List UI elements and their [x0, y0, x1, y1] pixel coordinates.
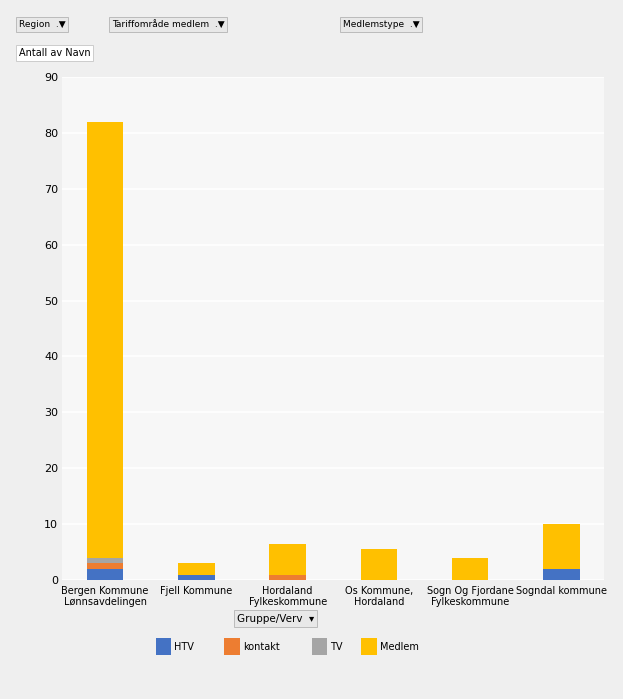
Bar: [87, 558, 123, 563]
Text: HTV: HTV: [174, 642, 194, 651]
Text: Region  .▼: Region .▼: [19, 20, 65, 29]
Text: Medlem: Medlem: [380, 642, 419, 651]
Bar: [178, 575, 215, 580]
Bar: [87, 569, 123, 580]
Bar: [87, 122, 123, 558]
Bar: [543, 569, 579, 580]
Bar: [269, 575, 306, 580]
Text: Antall av Navn: Antall av Navn: [19, 48, 90, 58]
Text: Gruppe/Verv  ▾: Gruppe/Verv ▾: [237, 614, 314, 624]
Bar: [543, 524, 579, 569]
Bar: [269, 544, 306, 575]
Text: Tariffområde medlem  .▼: Tariffområde medlem .▼: [112, 20, 225, 29]
Text: Medlemstype  .▼: Medlemstype .▼: [343, 20, 419, 29]
Bar: [361, 549, 397, 580]
Text: kontakt: kontakt: [243, 642, 280, 651]
Bar: [87, 563, 123, 569]
Bar: [178, 563, 215, 575]
Bar: [452, 558, 488, 580]
Text: TV: TV: [330, 642, 343, 651]
